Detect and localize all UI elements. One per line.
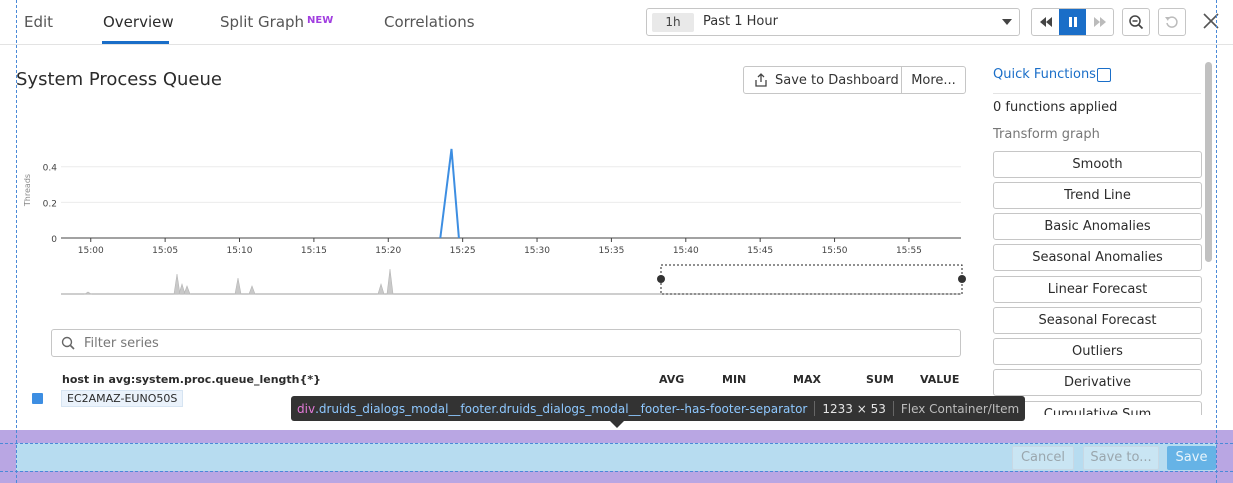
rewind-icon	[1039, 17, 1052, 27]
pause-button[interactable]	[1059, 9, 1086, 35]
x-tick-label: 15:35	[598, 246, 624, 256]
x-tick-label: 15:25	[450, 246, 476, 256]
x-tick-label: 15:10	[227, 246, 253, 256]
new-badge: NEW	[307, 15, 334, 26]
filter-series-field[interactable]	[51, 329, 961, 357]
y-tick-label: 0	[51, 235, 57, 245]
layout-guide	[0, 471, 1233, 472]
overview-spike	[234, 277, 242, 295]
tooltip-tag: div	[297, 401, 316, 416]
x-tick-label: 15:20	[375, 246, 401, 256]
series-line	[439, 148, 460, 239]
overview-spike	[84, 291, 92, 295]
overview-spike	[377, 282, 385, 295]
series-group-header: host in avg:system.proc.queue_length{*}	[62, 373, 321, 386]
devtools-tooltip: div .druids_dialogs_modal__footer.druids…	[291, 396, 1026, 421]
quick-functions-panel: Quick Functions 0 functions applied Tran…	[975, 45, 1215, 415]
save-to-dashboard-button[interactable]: Save to Dashboard	[744, 67, 902, 93]
pause-icon	[1068, 17, 1077, 27]
x-tick-label: 15:05	[152, 246, 178, 256]
reset-icon	[1165, 16, 1178, 28]
time-range-chip: 1h	[652, 13, 694, 32]
y-axis-label: Threads	[23, 174, 32, 207]
divider	[993, 93, 1201, 94]
x-tick-label: 15:55	[896, 246, 922, 256]
title-actions: Save to Dashboard More...	[743, 66, 966, 94]
col-max[interactable]: MAX	[793, 373, 821, 386]
tooltip-classes: .druids_dialogs_modal__footer.druids_dia…	[315, 401, 808, 416]
col-avg[interactable]: AVG	[659, 373, 685, 386]
series-name-tag[interactable]: EC2AMAZ-EUNO50S	[61, 390, 184, 407]
expand-icon[interactable]	[1097, 68, 1111, 82]
reset-button[interactable]	[1158, 8, 1186, 36]
col-value[interactable]: VALUE	[920, 373, 960, 386]
save-to-dashboard-label: Save to Dashboard	[775, 72, 899, 88]
time-range-label: Past 1 Hour	[703, 14, 778, 29]
layout-guide	[16, 0, 17, 483]
cancel-button[interactable]: Cancel	[1012, 446, 1074, 470]
overview-spike	[248, 285, 256, 295]
trend-line-button[interactable]: Trend Line	[993, 182, 1202, 209]
quick-functions-title[interactable]: Quick Functions	[993, 67, 1096, 82]
tooltip-type: Flex Container/Item	[900, 401, 1020, 416]
tab-overview[interactable]: Overview	[103, 13, 174, 31]
col-min[interactable]: MIN	[722, 373, 747, 386]
timeseries-chart[interactable]: 0 0.2 0.4 Threads 15:00 15:05 15:10 15:15 15:20 1…	[0, 120, 975, 300]
forward-icon	[1093, 17, 1106, 27]
playback-controls	[1031, 8, 1114, 36]
functions-applied-count: 0 functions applied	[993, 100, 1118, 115]
overview-spike	[183, 285, 191, 295]
x-tick-label: 15:00	[78, 246, 104, 256]
chevron-down-icon	[1002, 19, 1012, 25]
tab-edit[interactable]: Edit	[24, 13, 54, 31]
zoom-out-icon	[1129, 15, 1144, 30]
outliers-button[interactable]: Outliers	[993, 338, 1202, 365]
y-tick-label: 0.2	[43, 199, 57, 209]
x-tick-label: 15:45	[747, 246, 773, 256]
save-to-button[interactable]: Save to...	[1083, 446, 1159, 470]
save-button[interactable]: Save	[1167, 446, 1216, 470]
x-tick-label: 15:30	[524, 246, 550, 256]
tooltip-separator	[892, 401, 894, 416]
tooltip-arrow	[610, 421, 624, 428]
overview-spike	[173, 273, 181, 295]
overview-handle-left	[657, 275, 665, 283]
filter-series-input[interactable]	[84, 334, 944, 352]
overview-spike	[386, 268, 394, 295]
x-tick-label: 15:15	[301, 246, 327, 256]
close-icon[interactable]	[1200, 10, 1222, 32]
page-title: System Process Queue	[16, 69, 222, 90]
smooth-button[interactable]: Smooth	[993, 151, 1202, 178]
panel-scrollbar[interactable]	[1205, 62, 1212, 262]
layout-guide	[0, 443, 1233, 444]
tab-correlations[interactable]: Correlations	[384, 13, 475, 31]
overview-handle-right	[958, 275, 966, 283]
rewind-button[interactable]	[1032, 9, 1059, 35]
y-tick-label: 0.4	[43, 164, 58, 174]
tab-split-graph[interactable]: Split Graph	[220, 13, 305, 31]
search-icon	[61, 336, 75, 350]
zoom-out-button[interactable]	[1122, 8, 1150, 36]
basic-anomalies-button[interactable]: Basic Anomalies	[993, 213, 1202, 240]
modal-header: Edit Overview Split Graph NEW Correlatio…	[0, 0, 1233, 45]
col-sum[interactable]: SUM	[866, 373, 894, 386]
layout-guide	[1216, 0, 1217, 483]
share-icon	[755, 73, 767, 87]
time-range-select[interactable]: 1h Past 1 Hour	[646, 8, 1020, 36]
tooltip-size: 1233 × 53	[822, 401, 886, 416]
derivative-button[interactable]: Derivative	[993, 369, 1202, 396]
seasonal-anomalies-button[interactable]: Seasonal Anomalies	[993, 244, 1202, 271]
seasonal-forecast-button[interactable]: Seasonal Forecast	[993, 307, 1202, 334]
forward-button[interactable]	[1086, 9, 1113, 35]
series-color-swatch[interactable]	[32, 393, 43, 404]
transform-graph-label: Transform graph	[993, 127, 1100, 142]
overview-selection	[660, 264, 963, 295]
x-tick-label: 15:40	[673, 246, 699, 256]
active-tab-indicator	[102, 41, 169, 44]
linear-forecast-button[interactable]: Linear Forecast	[993, 276, 1202, 303]
overview-spike	[178, 282, 186, 295]
x-tick-label: 15:50	[822, 246, 848, 256]
tooltip-separator	[814, 401, 816, 416]
more-button[interactable]: More...	[911, 72, 956, 88]
